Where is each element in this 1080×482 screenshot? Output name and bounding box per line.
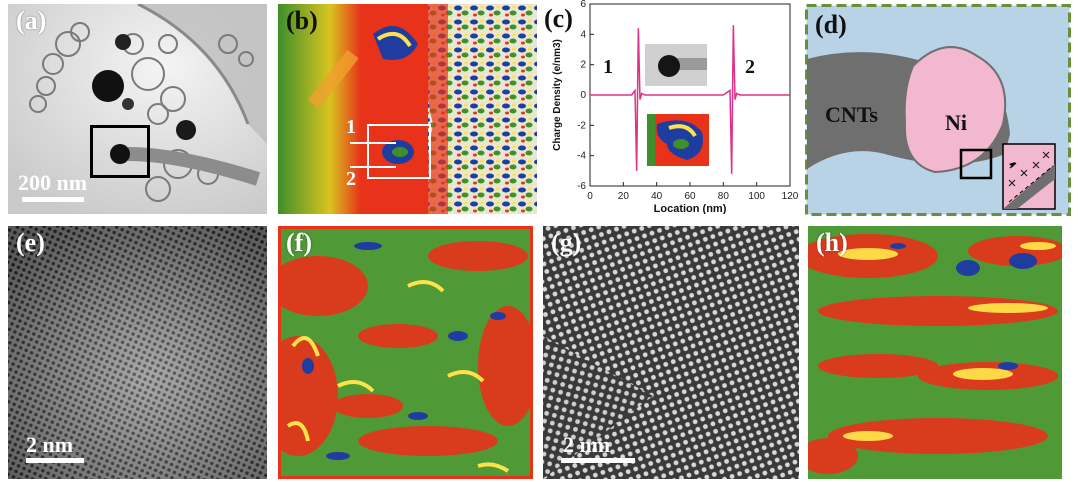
x-tick-label: 60	[684, 191, 696, 202]
panel-label-g: (g)	[551, 228, 582, 257]
y-tick-label: -2	[577, 120, 586, 131]
phase-map-h	[808, 226, 1062, 479]
x-tick-label: 120	[782, 191, 799, 202]
panel-e-hrtem: (e) 2 nm	[8, 226, 267, 479]
scale-bar-label-a: 200 nm	[18, 170, 88, 195]
ni-label: Ni	[945, 110, 967, 135]
x-tick-label: 100	[748, 191, 765, 202]
y-tick-label: -6	[577, 181, 586, 192]
cnts-label: CNTs	[825, 102, 878, 127]
panel-label-c: (c)	[544, 4, 573, 33]
tem-overview-image	[8, 4, 267, 214]
arrow-marker-2	[350, 166, 396, 168]
phase-map-f	[278, 226, 533, 479]
panel-b-phase-map: 1 2 (b)	[278, 4, 537, 214]
panel-d-schematic: (d) CNTs Ni	[805, 4, 1071, 216]
panel-label-b: (b)	[286, 6, 318, 35]
inset-tem-thumbnail	[645, 44, 707, 86]
highlight-box	[367, 124, 431, 179]
panel-c-chart: 0 20 40 60 80 100 120 -6 -4 -2 0 2 4 6 Location (nm) Ch…	[540, 0, 800, 214]
x-tick-label: 20	[618, 191, 630, 202]
marker-2-b: 2	[346, 168, 356, 190]
panel-f-phase-map: (f)	[278, 226, 533, 479]
inset-phase-thumbnail	[647, 114, 709, 166]
panel-label-f: (f)	[286, 228, 312, 257]
charge-density-line	[590, 25, 790, 174]
y-tick-label: 6	[580, 0, 586, 10]
x-axis-label: Location (nm)	[654, 203, 727, 214]
hrtem-image-g	[543, 226, 799, 479]
panel-label-h: (h)	[816, 228, 848, 257]
panel-a-tem-image: (a) 200 nm	[8, 4, 267, 214]
panel-label-e: (e)	[16, 228, 45, 257]
panel-g-hrtem: (g) 2 nm	[543, 226, 799, 479]
zoom-box	[90, 125, 150, 178]
chart-marker-2: 2	[745, 56, 755, 78]
x-tick-label: 0	[587, 191, 593, 202]
x-tick-label: 80	[718, 191, 730, 202]
y-tick-label: 2	[580, 60, 586, 71]
y-tick-label: 0	[580, 90, 586, 101]
phase-map-b	[278, 4, 537, 214]
panel-label-d: (d)	[815, 10, 847, 39]
hrtem-image-e	[8, 226, 267, 479]
charge-density-chart: 0 20 40 60 80 100 120 -6 -4 -2 0 2 4 6 Location (nm) Ch…	[552, 0, 799, 214]
scale-bar-g	[561, 458, 635, 463]
x-tick-label: 40	[651, 191, 663, 202]
schematic-drawing	[805, 4, 1071, 216]
scale-bar-label-g: 2 nm	[563, 432, 611, 457]
panel-h-phase-map: (h)	[808, 226, 1062, 479]
scale-bar-a	[22, 197, 84, 202]
y-tick-label: -4	[577, 151, 586, 162]
y-tick-label: 4	[580, 29, 586, 40]
marker-1-b: 1	[346, 116, 356, 138]
panel-label-a: (a)	[16, 6, 47, 35]
y-axis-label: Charge Density (e/nm3)	[552, 39, 563, 151]
scale-bar-label-e: 2 nm	[26, 432, 74, 457]
chart-marker-1: 1	[603, 56, 613, 78]
arrow-marker-1	[350, 142, 396, 144]
scale-bar-e	[26, 458, 84, 463]
